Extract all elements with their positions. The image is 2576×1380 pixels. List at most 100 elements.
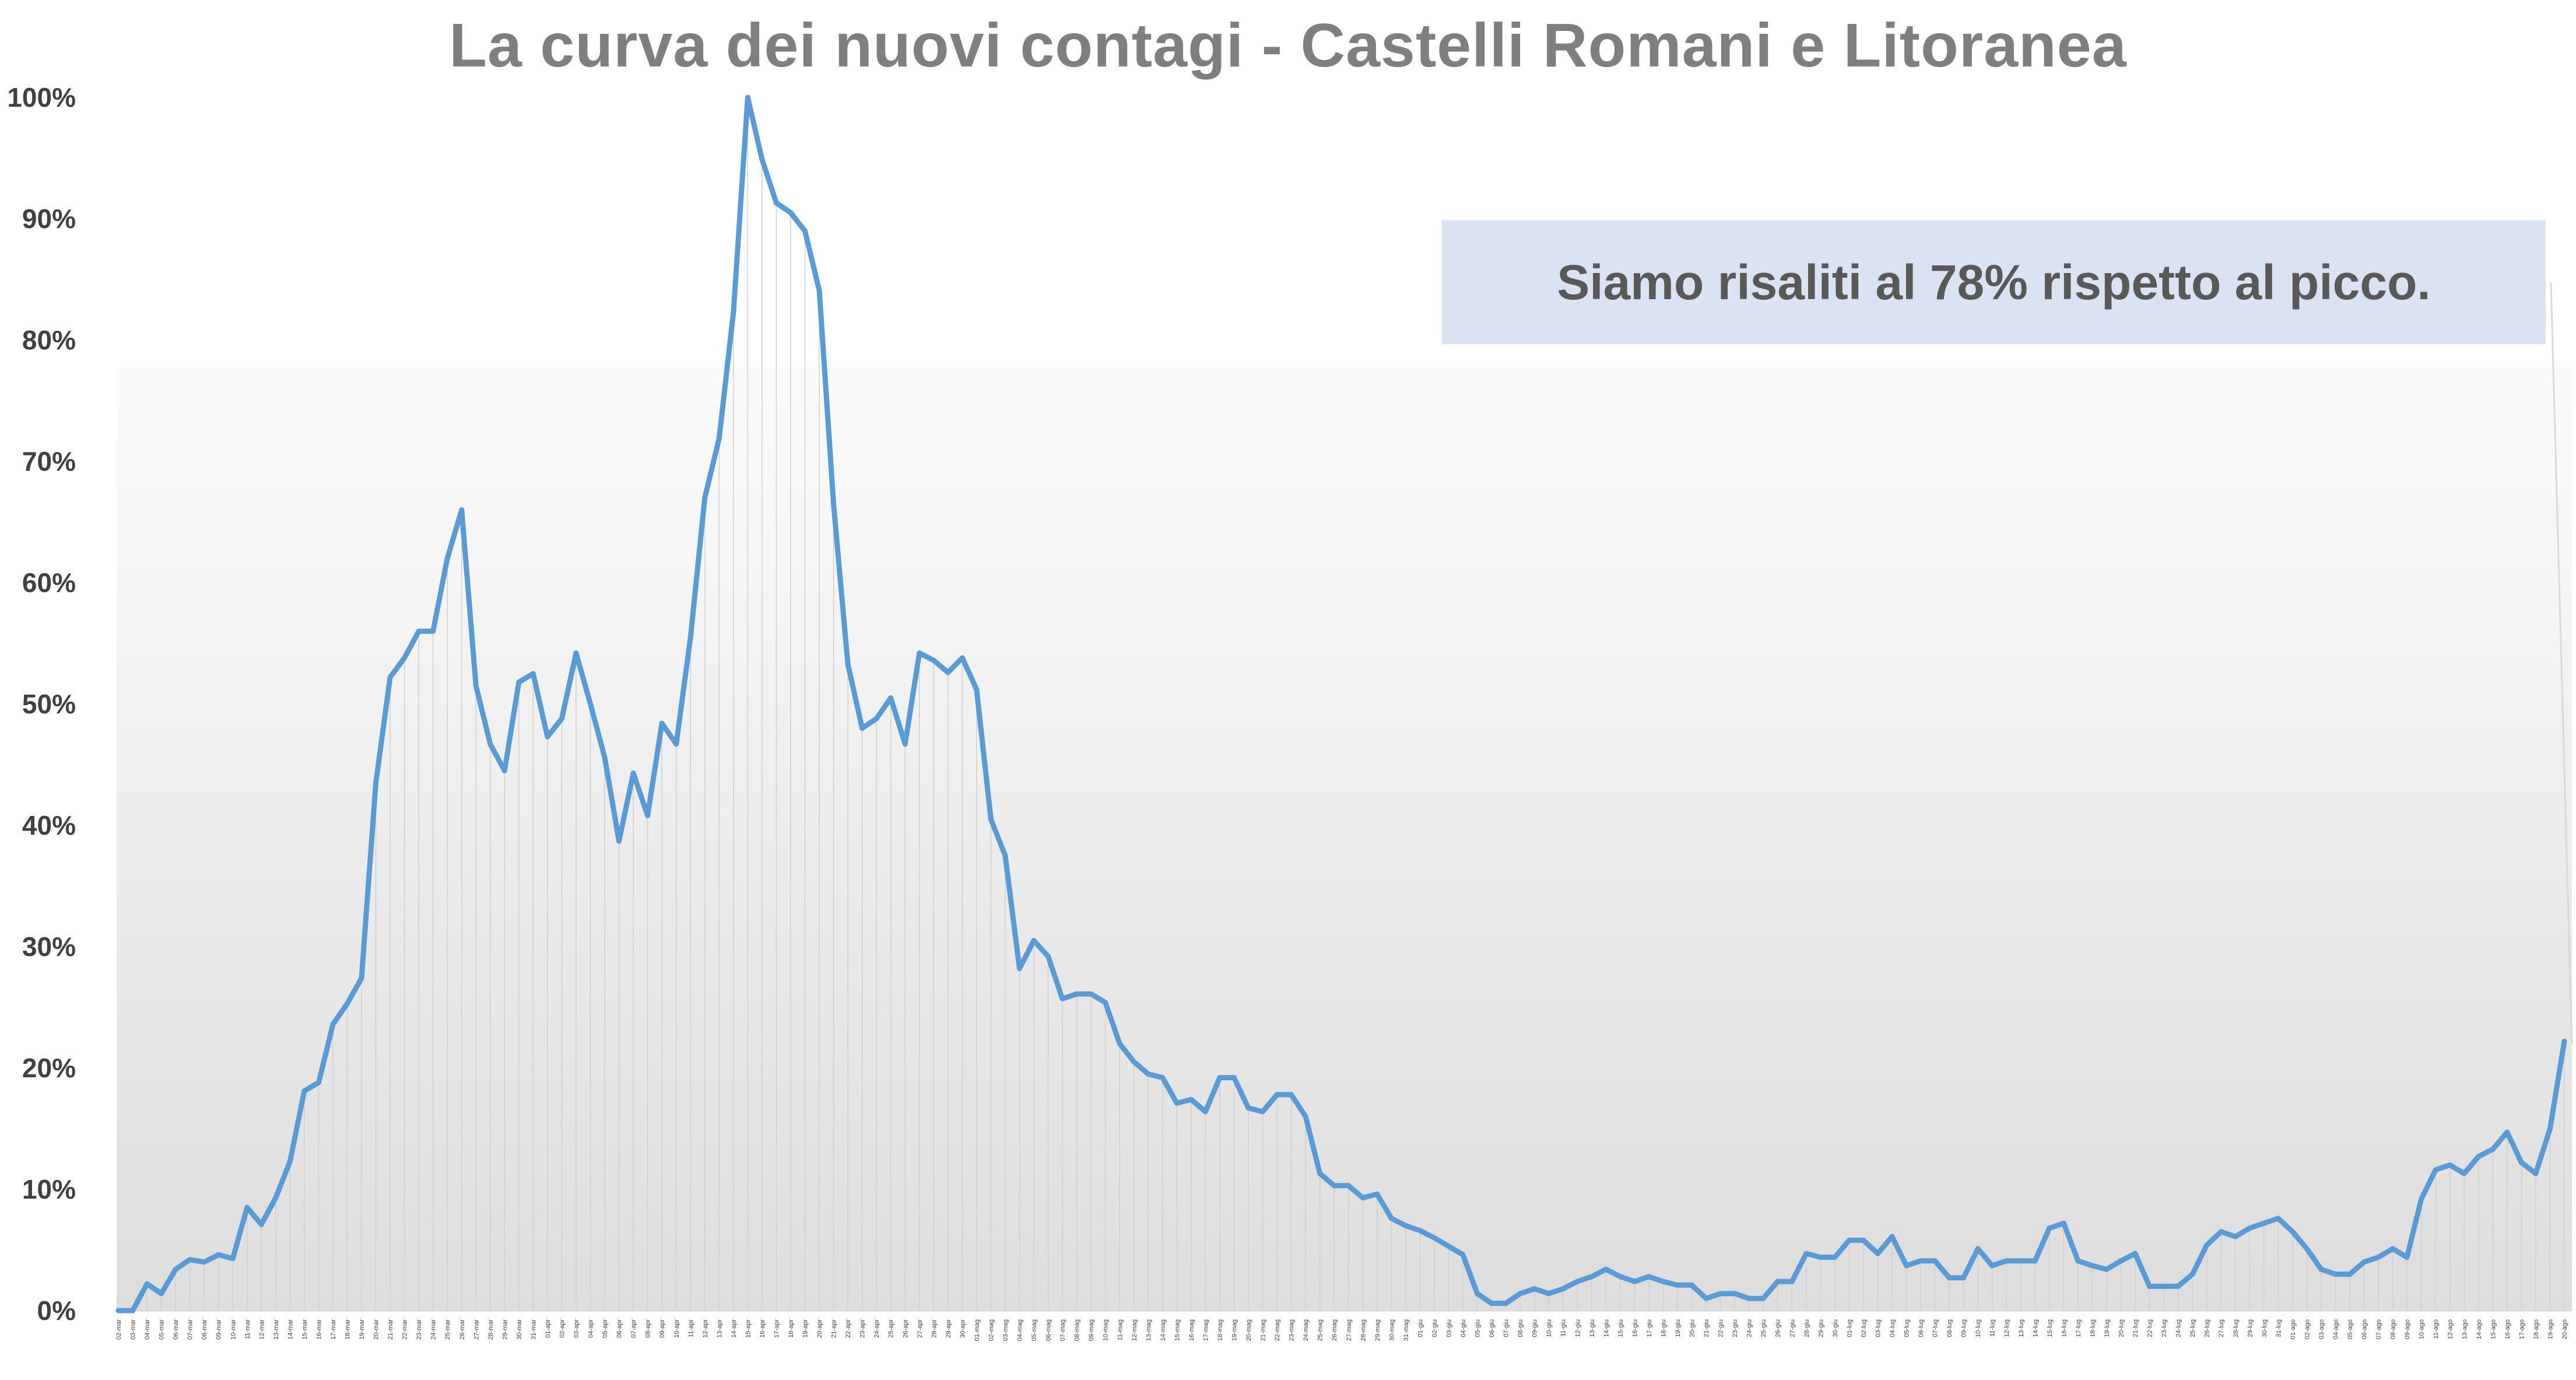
x-tick-label: 07-giu bbox=[1503, 1319, 1510, 1337]
data-point bbox=[1975, 1246, 1981, 1252]
data-point bbox=[2504, 1129, 2510, 1135]
data-point bbox=[702, 495, 708, 500]
x-tick-label: 11-apr bbox=[687, 1319, 694, 1337]
x-tick-label: 24-mar bbox=[430, 1319, 437, 1340]
data-point bbox=[2547, 1126, 2553, 1132]
data-point bbox=[1961, 1275, 1967, 1281]
data-point bbox=[1732, 1291, 1738, 1297]
y-tick-label: 60% bbox=[22, 568, 76, 598]
data-point bbox=[1360, 1195, 1366, 1201]
data-point bbox=[2419, 1196, 2424, 1202]
x-tick-label: 11-lug bbox=[1989, 1319, 1996, 1337]
x-tick-label: 15-ago bbox=[2490, 1319, 2497, 1339]
data-point bbox=[216, 1252, 222, 1258]
x-tick-label: 06-mar bbox=[173, 1319, 180, 1340]
data-point bbox=[2433, 1167, 2438, 1173]
data-point bbox=[1002, 853, 1008, 859]
data-point bbox=[888, 695, 894, 701]
x-tick-label: 06-giu bbox=[1489, 1319, 1496, 1337]
x-tick-label: 01-lug bbox=[1846, 1319, 1853, 1337]
data-point bbox=[1131, 1059, 1137, 1065]
x-tick-label: 03-apr bbox=[573, 1319, 580, 1338]
peak-annotation-box: Siamo risaliti al 78% rispetto al picco. bbox=[1442, 220, 2546, 344]
y-axis: 0% 10% 20% 30% 40% 50% 60% 70% 80% 90% 100% bbox=[7, 82, 76, 1326]
data-point bbox=[1946, 1275, 1952, 1281]
x-tick-label: 11-giu bbox=[1560, 1319, 1567, 1337]
x-axis: 02-mar 03-mar 04-mar 05-mar 06-mar 07-mar 08-m… bbox=[115, 1319, 2568, 1342]
x-tick-label: 16-mar bbox=[315, 1319, 322, 1340]
x-tick-label: 31-mag bbox=[1403, 1319, 1410, 1341]
data-point bbox=[330, 1021, 336, 1027]
data-point bbox=[1403, 1223, 1409, 1228]
data-point bbox=[1045, 954, 1051, 959]
drop-lines bbox=[146, 97, 2565, 1311]
x-tick-label: 18-ago bbox=[2533, 1319, 2540, 1339]
x-tick-label: 27-apr bbox=[917, 1319, 924, 1338]
data-point bbox=[2147, 1283, 2153, 1289]
x-tick-label: 08-lug bbox=[1946, 1319, 1953, 1337]
data-point bbox=[831, 501, 837, 507]
data-point bbox=[2175, 1283, 2181, 1289]
x-tick-label: 14-mag bbox=[1160, 1319, 1167, 1341]
data-point bbox=[2375, 1254, 2381, 1260]
data-point bbox=[2275, 1216, 2281, 1221]
x-tick-label: 01-apr bbox=[545, 1319, 552, 1338]
y-tick-label: 0% bbox=[37, 1295, 76, 1326]
x-tick-label: 21-giu bbox=[1703, 1319, 1710, 1337]
x-tick-label: 06-mag bbox=[1045, 1319, 1052, 1341]
data-point bbox=[459, 507, 465, 513]
y-tick-label: 90% bbox=[22, 204, 76, 234]
x-tick-label: 13-ago bbox=[2461, 1319, 2468, 1339]
data-point bbox=[1059, 996, 1065, 1001]
data-point bbox=[444, 555, 450, 561]
data-point bbox=[673, 741, 679, 747]
data-point bbox=[2047, 1225, 2052, 1231]
data-point bbox=[745, 94, 750, 100]
data-point bbox=[201, 1259, 207, 1265]
y-tick-label: 100% bbox=[7, 82, 76, 113]
y-tick-label: 20% bbox=[22, 1053, 76, 1083]
x-tick-label: 12-mag bbox=[1131, 1319, 1138, 1341]
x-tick-label: 28-lug bbox=[2233, 1319, 2240, 1337]
data-point bbox=[559, 716, 564, 721]
data-point bbox=[1703, 1295, 1709, 1301]
data-point bbox=[2347, 1272, 2353, 1277]
data-point bbox=[1217, 1075, 1223, 1081]
x-tick-label: 25-giu bbox=[1760, 1319, 1767, 1337]
data-point bbox=[473, 683, 479, 689]
x-tick-label: 26-lug bbox=[2204, 1319, 2211, 1337]
x-tick-label: 01-ago bbox=[2290, 1319, 2297, 1339]
y-tick-label: 80% bbox=[22, 325, 76, 355]
x-tick-label: 21-lug bbox=[2132, 1319, 2139, 1337]
data-point bbox=[1417, 1228, 1423, 1234]
x-tick-label: 05-lug bbox=[1904, 1319, 1911, 1337]
x-tick-label: 31-mar bbox=[530, 1319, 537, 1340]
data-point bbox=[2518, 1160, 2524, 1165]
x-tick-label: 07-mag bbox=[1059, 1319, 1066, 1341]
y-tick-label: 10% bbox=[22, 1174, 76, 1204]
x-tick-label: 26-apr bbox=[902, 1319, 909, 1338]
data-point bbox=[616, 838, 622, 844]
data-point bbox=[2404, 1254, 2410, 1260]
data-point bbox=[1517, 1291, 1523, 1297]
data-point bbox=[2533, 1171, 2539, 1176]
data-point bbox=[359, 975, 364, 981]
x-tick-label: 18-mar bbox=[345, 1319, 352, 1340]
x-tick-label: 15-apr bbox=[745, 1319, 752, 1338]
x-tick-label: 05-ago bbox=[2347, 1319, 2354, 1339]
x-tick-label: 30-giu bbox=[1832, 1319, 1839, 1337]
x-tick-label: 24-apr bbox=[873, 1319, 880, 1338]
x-tick-label: 02-lug bbox=[1861, 1319, 1868, 1337]
x-tick-label: 20-mag bbox=[1245, 1319, 1252, 1341]
x-tick-label: 27-giu bbox=[1789, 1319, 1796, 1337]
data-point bbox=[2161, 1283, 2167, 1289]
x-tick-label: 17-ago bbox=[2518, 1319, 2525, 1339]
x-tick-label: 03-mag bbox=[1002, 1319, 1009, 1341]
data-point bbox=[173, 1266, 178, 1272]
data-point bbox=[1918, 1258, 1924, 1264]
data-point bbox=[1746, 1295, 1752, 1301]
data-point bbox=[602, 755, 608, 761]
data-point bbox=[1174, 1100, 1180, 1106]
x-tick-label: 27-mag bbox=[1346, 1319, 1353, 1341]
x-tick-label: 05-mag bbox=[1031, 1319, 1038, 1341]
